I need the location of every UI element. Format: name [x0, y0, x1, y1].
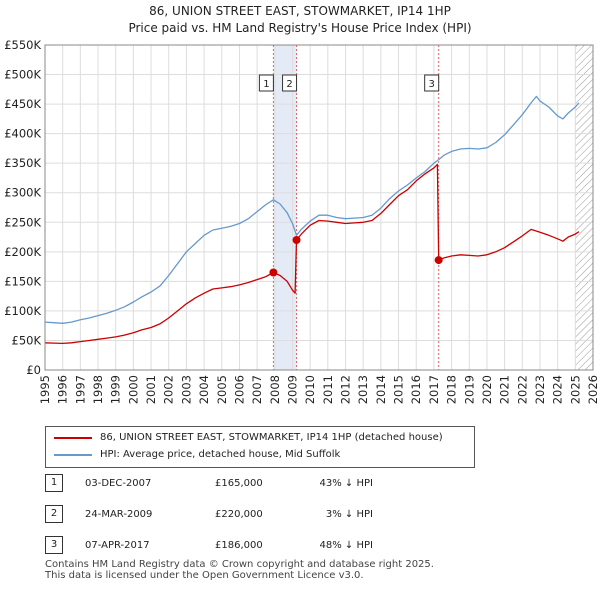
- x-tick-label: 2025: [568, 375, 582, 404]
- sale-marker-badge: [282, 74, 298, 92]
- sale-period-band: [273, 45, 297, 370]
- sale-marker-badge: [424, 74, 440, 92]
- x-tick-label: 2015: [392, 375, 406, 404]
- y-tick-label: £100K: [4, 304, 41, 318]
- footer-copyright: Contains HM Land Registry data © Crown c…: [45, 559, 434, 570]
- x-tick-label: 1997: [73, 375, 87, 404]
- y-tick-label: £200K: [4, 245, 41, 259]
- x-tick-label: 2016: [409, 375, 423, 404]
- sale-hpi-diff: 48% ↓ HPI: [319, 540, 373, 551]
- x-tick-label: 2004: [197, 375, 211, 404]
- chart-subtitle: Price paid vs. HM Land Registry's House …: [128, 21, 471, 35]
- legend-swatch-hpi: [54, 454, 92, 456]
- sale-date: 24-MAR-2009: [85, 509, 153, 520]
- x-tick-label: 2008: [268, 375, 282, 404]
- price-chart: 86, UNION STREET EAST, STOWMARKET, IP14 …: [4, 4, 600, 404]
- sale-row: 1 03-DEC-2007 £165,000 43% ↓ HPI: [45, 474, 385, 492]
- sale-point: [269, 268, 278, 277]
- footer-licence: This data is licensed under the Open Gov…: [45, 570, 364, 581]
- sale-price: £165,000: [215, 478, 263, 489]
- x-tick-label: 2012: [339, 375, 353, 404]
- x-tick-label: 2013: [356, 375, 370, 404]
- y-tick-label: £400K: [4, 127, 41, 141]
- x-tick-label: 2000: [126, 375, 140, 404]
- x-tick-label: 2005: [215, 375, 229, 404]
- x-tick-label: 1995: [38, 375, 52, 404]
- sale-marker-label: 1: [263, 79, 269, 90]
- sale-marker-badge: [258, 74, 274, 92]
- x-tick-label: 2024: [551, 375, 565, 404]
- sale-point: [292, 236, 301, 244]
- sale-hpi-diff: 3% ↓ HPI: [325, 509, 373, 520]
- x-tick-label: 2003: [179, 375, 193, 404]
- sale-date: 03-DEC-2007: [85, 478, 152, 489]
- sale-point: [434, 256, 443, 265]
- sale-marker-label: 3: [428, 79, 434, 90]
- sale-hpi-diff: 43% ↓ HPI: [319, 478, 373, 489]
- sale-price: £186,000: [215, 540, 263, 551]
- chart-title: 86, UNION STREET EAST, STOWMARKET, IP14 …: [149, 4, 451, 18]
- sale-number-badge: 3: [45, 536, 63, 554]
- x-tick-label: 2001: [144, 375, 158, 404]
- x-tick-label: 1996: [56, 375, 70, 404]
- legend-label-property: 86, UNION STREET EAST, STOWMARKET, IP14 …: [100, 432, 443, 443]
- legend-label-hpi: HPI: Average price, detached house, Mid …: [100, 449, 341, 460]
- x-tick-label: 2014: [374, 375, 388, 404]
- y-tick-label: £300K: [4, 186, 41, 200]
- y-tick-label: £450K: [4, 97, 41, 111]
- x-tick-label: 2011: [321, 375, 335, 404]
- x-tick-label: 1998: [91, 375, 105, 404]
- x-tick-label: 2009: [285, 375, 299, 404]
- plot-area: [45, 45, 593, 370]
- y-tick-label: £250K: [4, 215, 41, 229]
- hpi-series-line: [44, 95, 580, 324]
- sale-marker-label: 2: [286, 79, 292, 90]
- x-tick-label: 2007: [250, 375, 264, 404]
- x-tick-label: 2022: [515, 375, 529, 404]
- x-tick-label: 2019: [462, 375, 476, 404]
- x-tick-label: 1999: [109, 375, 123, 404]
- sale-row: 3 07-APR-2017 £186,000 48% ↓ HPI: [45, 536, 385, 554]
- y-tick-label: £150K: [4, 274, 41, 288]
- x-tick-label: 2006: [232, 375, 246, 404]
- future-hatch-region: [575, 45, 593, 370]
- footer: Contains HM Land Registry data © Crown c…: [45, 559, 434, 581]
- plot-border: [44, 44, 594, 371]
- x-tick-label: 2021: [498, 375, 512, 404]
- y-tick-label: £500K: [4, 68, 41, 82]
- y-tick-label: £0: [26, 363, 41, 377]
- x-tick-label: 2017: [427, 375, 441, 404]
- legend-swatch-property: [54, 437, 92, 439]
- y-tick-label: £550K: [4, 38, 41, 52]
- sale-row: 2 24-MAR-2009 £220,000 3% ↓ HPI: [45, 505, 385, 523]
- x-tick-label: 2010: [303, 375, 317, 404]
- sale-date: 07-APR-2017: [85, 540, 150, 551]
- legend: 86, UNION STREET EAST, STOWMARKET, IP14 …: [45, 426, 475, 468]
- x-tick-label: 2020: [480, 375, 494, 404]
- x-tick-label: 2002: [162, 375, 176, 404]
- y-tick-label: £50K: [12, 333, 42, 347]
- x-tick-label: 2026: [586, 375, 600, 404]
- property-series-line: [44, 163, 580, 345]
- sale-number-badge: 2: [45, 505, 63, 523]
- x-tick-label: 2023: [533, 375, 547, 404]
- sale-price: £220,000: [215, 509, 263, 520]
- y-tick-label: £350K: [4, 156, 41, 170]
- x-tick-label: 2018: [445, 375, 459, 404]
- sale-number-badge: 1: [45, 474, 63, 492]
